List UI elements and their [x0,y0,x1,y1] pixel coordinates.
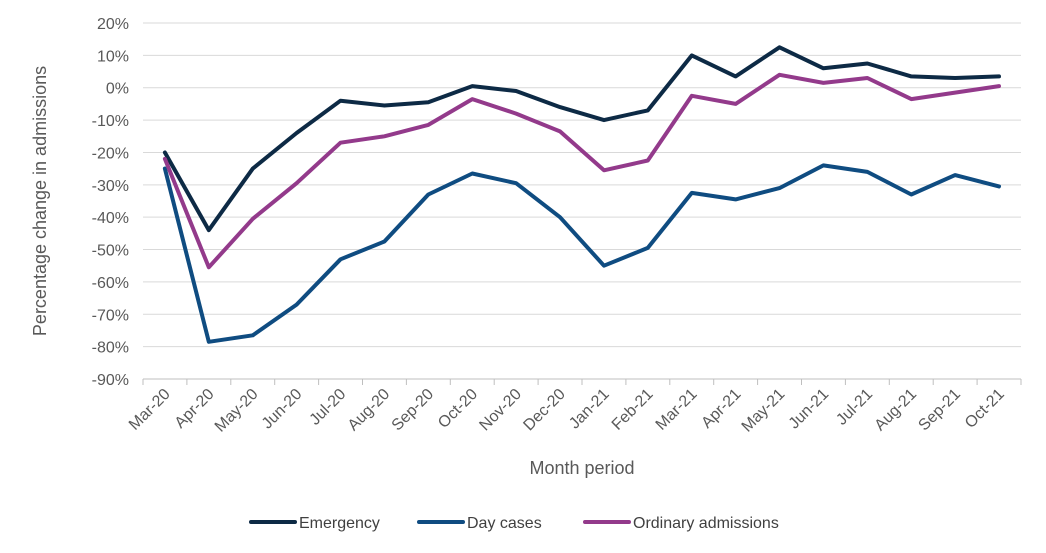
x-tick-label: May-21 [739,386,789,436]
y-tick-label: 20% [97,16,129,33]
legend-label-emergency: Emergency [299,515,380,532]
y-tick-label: -50% [92,243,129,260]
x-tick-label: Mar-20 [126,386,174,434]
y-tick-label: -70% [92,307,129,324]
x-tick-label: Apr-20 [172,386,218,432]
legend-label-day-cases: Day cases [467,515,542,532]
x-tick-label: Sep-20 [389,386,438,435]
series-line-ordinary-admissions [162,72,1001,270]
x-tick-label: Aug-20 [345,386,394,435]
x-tick-label: Aug-21 [872,386,921,435]
series-line-day-cases [162,163,1001,344]
y-tick-label: -60% [92,275,129,292]
series-lines [162,45,1001,344]
x-tick-label: Jun-21 [786,386,833,433]
x-tick-label: Jan-21 [566,386,613,433]
x-tick-label: Jul-21 [833,386,876,429]
legend-label-ordinary-admissions: Ordinary admissions [633,515,779,532]
x-tick-label: Jun-20 [259,386,306,433]
x-tick-label: Oct-21 [962,386,1008,432]
x-tick-label: Nov-20 [476,386,525,435]
series-line-emergency [162,45,1001,233]
y-tick-label: -80% [92,340,129,357]
x-tick-label: Jul-20 [307,386,350,429]
legend: Emergency Day cases Ordinary admissions [249,515,779,532]
y-axis-ticks: 20% 10% 0% -10% -20% -30% -40% -50% -60% -70% -80%… [92,16,129,389]
x-tick-label: Dec-20 [520,386,569,435]
y-axis-title: Percentage change in admissions [30,66,50,336]
y-tick-label: -30% [92,178,129,195]
x-tick-label: May-20 [212,386,262,436]
y-tick-label: -40% [92,210,129,227]
y-tick-label: 0% [106,81,129,98]
x-tick-label: Sep-21 [915,386,964,435]
x-tick-label: Feb-21 [609,386,657,434]
y-tick-label: -90% [92,372,129,389]
y-tick-label: 10% [97,48,129,65]
y-tick-label: -10% [92,113,129,130]
x-tick-label: Mar-21 [653,386,701,434]
y-tick-label: -20% [92,145,129,162]
x-axis-title: Month period [529,458,634,478]
x-tick-label: Oct-20 [435,386,481,432]
x-tick-label: Apr-21 [698,386,744,432]
